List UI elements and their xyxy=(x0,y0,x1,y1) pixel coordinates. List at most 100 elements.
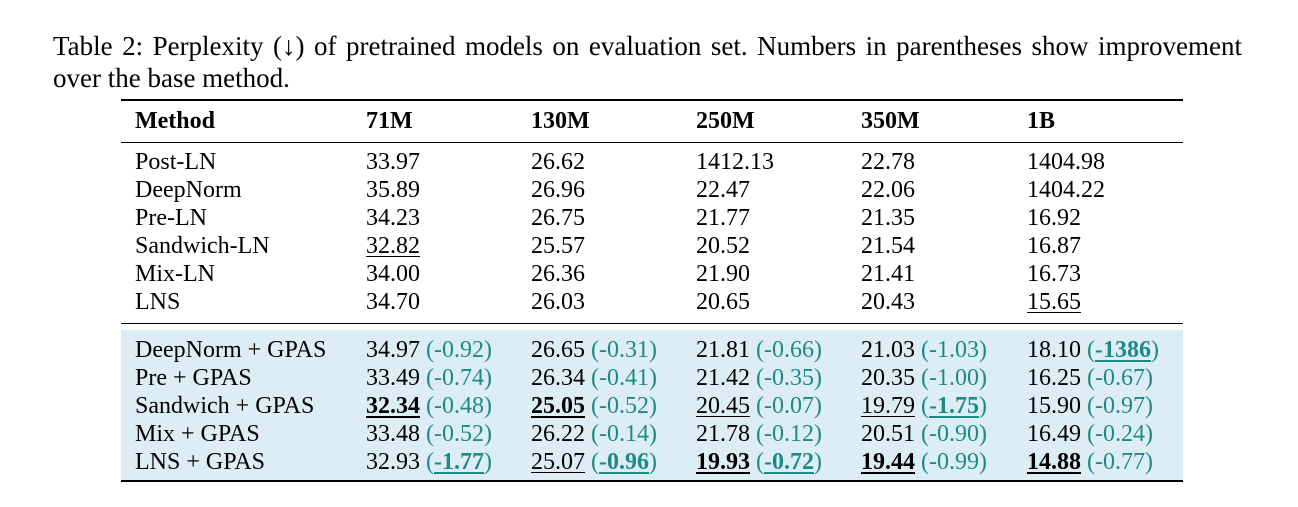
perplexity-value: 21.41 xyxy=(861,261,915,287)
table-row: LNS + GPAS 32.93 (-1.77) 25.07 (-0.96) 19.9… xyxy=(121,448,1183,476)
header-250m: 250M xyxy=(696,108,755,134)
perplexity-table: Method 71M 130M 250M 350M 1B Post-LN 33.9… xyxy=(121,99,1183,482)
perplexity-value: 25.57 xyxy=(531,233,585,259)
improvement-value: (-0.92) xyxy=(420,337,492,363)
improvement-number: -0.41 xyxy=(599,365,649,391)
table-row: Post-LN 33.97 26.62 1412.13 22.78 1404.98 xyxy=(121,148,1183,176)
perplexity-value: 26.22 xyxy=(531,421,585,447)
improvement-number: -1386 xyxy=(1095,337,1151,363)
header-1b: 1B xyxy=(1027,108,1056,134)
perplexity-value: 26.34 xyxy=(531,365,585,391)
table-row: Pre + GPAS 33.49 (-0.74) 26.34 (-0.41) 21.4… xyxy=(121,364,1183,392)
perplexity-value: 21.03 xyxy=(861,337,915,363)
value-cell: 34.23 xyxy=(366,204,420,232)
improvement-number: -0.90 xyxy=(929,421,979,447)
perplexity-value: 26.36 xyxy=(531,261,585,287)
perplexity-value: 32.93 xyxy=(366,449,420,475)
perplexity-value: 21.81 xyxy=(696,337,750,363)
table-header: Method 71M 130M 250M 350M 1B xyxy=(121,101,1183,143)
perplexity-value: 20.51 xyxy=(861,421,915,447)
value-cell: 15.65 xyxy=(1027,288,1081,316)
perplexity-value: 26.03 xyxy=(531,289,585,315)
value-cell: 19.93 (-0.72) xyxy=(696,448,822,476)
improvement-number: -0.12 xyxy=(764,421,814,447)
value-cell: 26.62 xyxy=(531,148,585,176)
perplexity-value: 22.47 xyxy=(696,177,750,203)
improvement-number: -0.77 xyxy=(1095,449,1145,475)
perplexity-value: 33.49 xyxy=(366,365,420,391)
improvement-number: -0.31 xyxy=(599,337,649,363)
perplexity-value: 34.97 xyxy=(366,337,420,363)
value-cell: 1404.22 xyxy=(1027,176,1105,204)
perplexity-value: 32.82 xyxy=(366,233,420,259)
improvement-number: -0.96 xyxy=(599,449,649,475)
value-cell: 34.97 (-0.92) xyxy=(366,336,492,364)
table-row: Mix-LN 34.00 26.36 21.90 21.41 16.73 xyxy=(121,260,1183,288)
value-cell: 35.89 xyxy=(366,176,420,204)
improvement-number: -1.00 xyxy=(929,365,979,391)
value-cell: 21.81 (-0.66) xyxy=(696,336,822,364)
perplexity-value: 25.05 xyxy=(531,393,585,419)
method-cell: DeepNorm + GPAS xyxy=(135,337,327,363)
improvement-value: (-0.66) xyxy=(750,337,822,363)
perplexity-value: 34.70 xyxy=(366,289,420,315)
improvement-value: (-0.77) xyxy=(1081,449,1153,475)
improvement-number: -0.99 xyxy=(929,449,979,475)
improvement-number: -1.77 xyxy=(434,449,484,475)
perplexity-value: 15.90 xyxy=(1027,393,1081,419)
value-cell: 20.52 xyxy=(696,232,750,260)
perplexity-value: 32.34 xyxy=(366,393,420,419)
perplexity-value: 16.49 xyxy=(1027,421,1081,447)
improvement-number: -1.03 xyxy=(929,337,979,363)
improvement-number: -0.24 xyxy=(1095,421,1145,447)
method-cell: Sandwich + GPAS xyxy=(135,393,315,419)
improvement-number: -0.14 xyxy=(599,421,649,447)
improvement-value: (-1.77) xyxy=(420,449,492,475)
value-cell: 16.92 xyxy=(1027,204,1081,232)
perplexity-value: 16.25 xyxy=(1027,365,1081,391)
value-cell: 21.42 (-0.35) xyxy=(696,364,822,392)
value-cell: 21.54 xyxy=(861,232,915,260)
value-cell: 16.25 (-0.67) xyxy=(1027,364,1153,392)
perplexity-value: 33.48 xyxy=(366,421,420,447)
improvement-value: (-1.00) xyxy=(915,365,987,391)
improvement-number: -0.35 xyxy=(764,365,814,391)
method-cell: Pre + GPAS xyxy=(135,365,252,391)
method-cell: DeepNorm xyxy=(135,177,242,203)
value-cell: 25.57 xyxy=(531,232,585,260)
value-cell: 32.82 xyxy=(366,232,420,260)
value-cell: 21.77 xyxy=(696,204,750,232)
improvement-value: (-0.72) xyxy=(750,449,822,475)
table-row: Sandwich-LN 32.82 25.57 20.52 21.54 16.87 xyxy=(121,232,1183,260)
method-cell: Mix + GPAS xyxy=(135,421,260,447)
value-cell: 22.06 xyxy=(861,176,915,204)
method-cell: Mix-LN xyxy=(135,261,215,287)
table-row: DeepNorm + GPAS 34.97 (-0.92) 26.65 (-0.31… xyxy=(121,336,1183,364)
value-cell: 1412.13 xyxy=(696,148,774,176)
value-cell: 32.93 (-1.77) xyxy=(366,448,492,476)
improvement-value: (-0.07) xyxy=(750,393,822,419)
table-row: LNS 34.70 26.03 20.65 20.43 15.65 xyxy=(121,288,1183,316)
value-cell: 25.07 (-0.96) xyxy=(531,448,657,476)
perplexity-value: 14.88 xyxy=(1027,449,1081,475)
value-cell: 21.90 xyxy=(696,260,750,288)
value-cell: 33.49 (-0.74) xyxy=(366,364,492,392)
value-cell: 16.87 xyxy=(1027,232,1081,260)
method-cell: LNS xyxy=(135,289,181,315)
improvement-value: (-0.35) xyxy=(750,365,822,391)
value-cell: 20.35 (-1.00) xyxy=(861,364,987,392)
table-row: Mix + GPAS 33.48 (-0.52) 26.22 (-0.14) 21.7… xyxy=(121,420,1183,448)
value-cell: 20.43 xyxy=(861,288,915,316)
improvement-value: (-0.99) xyxy=(915,449,987,475)
value-cell: 16.49 (-0.24) xyxy=(1027,420,1153,448)
value-cell: 22.78 xyxy=(861,148,915,176)
value-cell: 16.73 xyxy=(1027,260,1081,288)
value-cell: 15.90 (-0.97) xyxy=(1027,392,1153,420)
table-row: Pre-LN 34.23 26.75 21.77 21.35 16.92 xyxy=(121,204,1183,232)
value-cell: 26.75 xyxy=(531,204,585,232)
perplexity-value: 16.73 xyxy=(1027,261,1081,287)
perplexity-value: 35.89 xyxy=(366,177,420,203)
value-cell: 33.97 xyxy=(366,148,420,176)
perplexity-value: 22.06 xyxy=(861,177,915,203)
perplexity-value: 16.87 xyxy=(1027,233,1081,259)
